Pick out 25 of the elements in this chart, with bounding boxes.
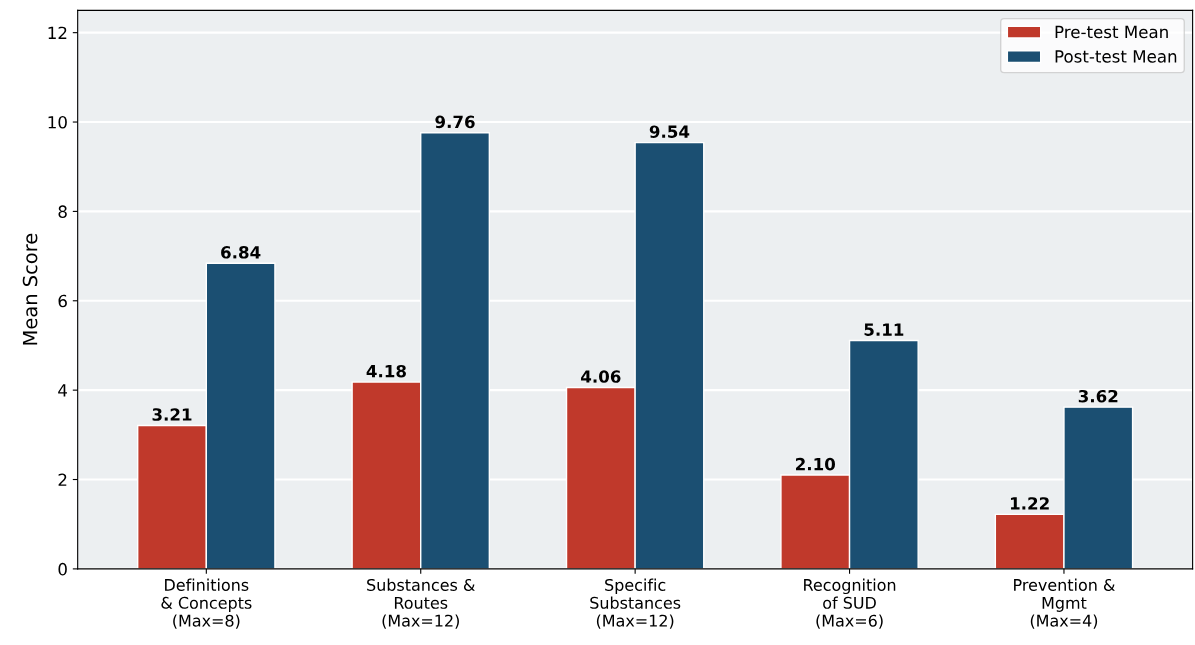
data-label: 4.18 <box>366 364 406 378</box>
legend-label: Post-test Mean <box>1055 50 1177 63</box>
legend-label: Pre-test Mean <box>1055 25 1168 39</box>
y-tick-label: 12 <box>48 26 67 39</box>
y-tick-label: 4 <box>58 384 68 397</box>
data-label: 5.11 <box>864 323 904 336</box>
data-label: 2.10 <box>796 457 836 471</box>
data-label: 6.84 <box>221 246 261 259</box>
data-label: 9.76 <box>435 115 475 129</box>
data-label: 3.62 <box>1078 389 1118 403</box>
x-tick-label: Prevention & Mgmt (Max=4) <box>1014 578 1115 629</box>
x-tick-label: Definitions & Concepts (Max=8) <box>161 578 252 629</box>
x-tick-label: Recognition of SUD (Max=6) <box>804 578 896 629</box>
y-tick-label: 0 <box>58 562 67 576</box>
y-tick-label: 2 <box>58 473 67 486</box>
data-label: 9.54 <box>649 125 690 138</box>
y-axis-title: Mean Score <box>22 233 38 345</box>
data-label: 1.22 <box>1010 497 1049 510</box>
y-tick-label: 10 <box>48 116 67 129</box>
y-tick-label: 8 <box>58 205 67 218</box>
data-label: 3.21 <box>152 408 192 421</box>
x-tick-label: Substances & Routes (Max=12) <box>367 578 475 629</box>
x-tick-label: Specific Substances (Max=12) <box>590 578 681 629</box>
data-label: 4.06 <box>581 370 621 383</box>
y-tick-label: 6 <box>58 294 67 308</box>
